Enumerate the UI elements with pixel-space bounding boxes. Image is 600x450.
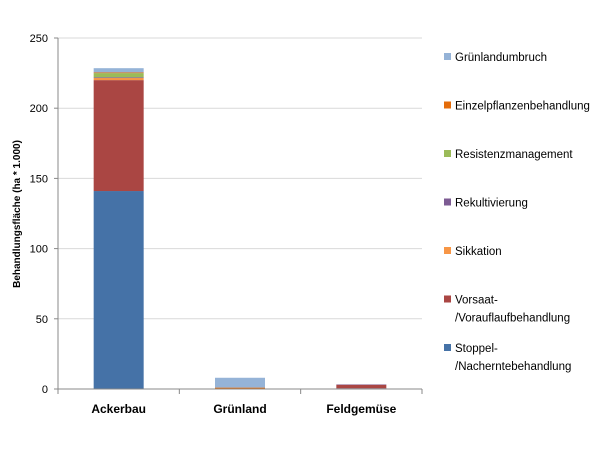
legend-entry: Rekultivierung [444, 198, 528, 210]
bars [93, 68, 387, 389]
x-category-label: Ackerbau [91, 402, 146, 416]
legend-swatch [444, 101, 451, 109]
y-axis-title: Behandlungsfläche (ha * 1.000) [12, 140, 23, 288]
y-tick-label: 100 [30, 244, 48, 256]
legend-label: /Vorauflaufbehandlung [455, 313, 570, 325]
bar-segment [336, 384, 387, 389]
legend-entry: Einzelpflanzenbehandlung [444, 101, 590, 113]
y-tick-label: 200 [30, 103, 48, 115]
bar-segment [93, 72, 144, 74]
bar-segment [93, 80, 144, 192]
y-tick-label: 50 [36, 314, 48, 326]
legend-label: /Nacherntebehandlung [455, 361, 571, 373]
legend-label: Vorsaat- [455, 295, 498, 307]
y-tick-label: 150 [30, 173, 48, 185]
axes [57, 38, 423, 394]
legend-label: Stoppel- [455, 343, 498, 355]
legend-label: Grünlandumbruch [455, 52, 547, 64]
legend-label: Rekultivierung [455, 198, 528, 210]
legend-entry: Grünlandumbruch [444, 52, 547, 64]
legend-label: Einzelpflanzenbehandlung [455, 101, 590, 113]
legend-swatch [444, 295, 451, 303]
legend-entry: Stoppel- /Nacherntebehandlung [444, 343, 571, 373]
legend-swatch [444, 344, 451, 351]
legend-entry: Vorsaat- /Vorauflaufbehandlung [444, 295, 570, 325]
x-axis-categories: Ackerbau Grünland Feldgemüse [91, 402, 396, 416]
legend-label: Sikkation [455, 246, 502, 258]
legend-swatch [444, 150, 451, 157]
legend-swatch [444, 53, 451, 60]
y-tick-label: 0 [42, 384, 48, 396]
bar-segment [93, 78, 144, 81]
x-category-label: Grünland [213, 402, 266, 416]
x-category-label: Feldgemüse [326, 402, 396, 416]
bar-segment [93, 68, 144, 73]
bar-segment [93, 191, 144, 389]
legend-entry: Resistenzmanagement [444, 149, 573, 161]
y-axis-ticks: 0 50 100 150 200 250 [30, 33, 58, 396]
legend-swatch [444, 247, 451, 254]
legend-label: Resistenzmanagement [455, 149, 573, 161]
bar-segment [93, 73, 144, 78]
bar-segment [215, 387, 265, 389]
legend-entry: Sikkation [444, 246, 502, 258]
y-tick-label: 250 [30, 33, 48, 45]
bar-segment [93, 77, 144, 79]
legend: Grünlandumbruch Einzelpflanzenbehandlung R… [444, 52, 590, 373]
legend-swatch [444, 198, 451, 206]
bar-segment [215, 377, 265, 388]
